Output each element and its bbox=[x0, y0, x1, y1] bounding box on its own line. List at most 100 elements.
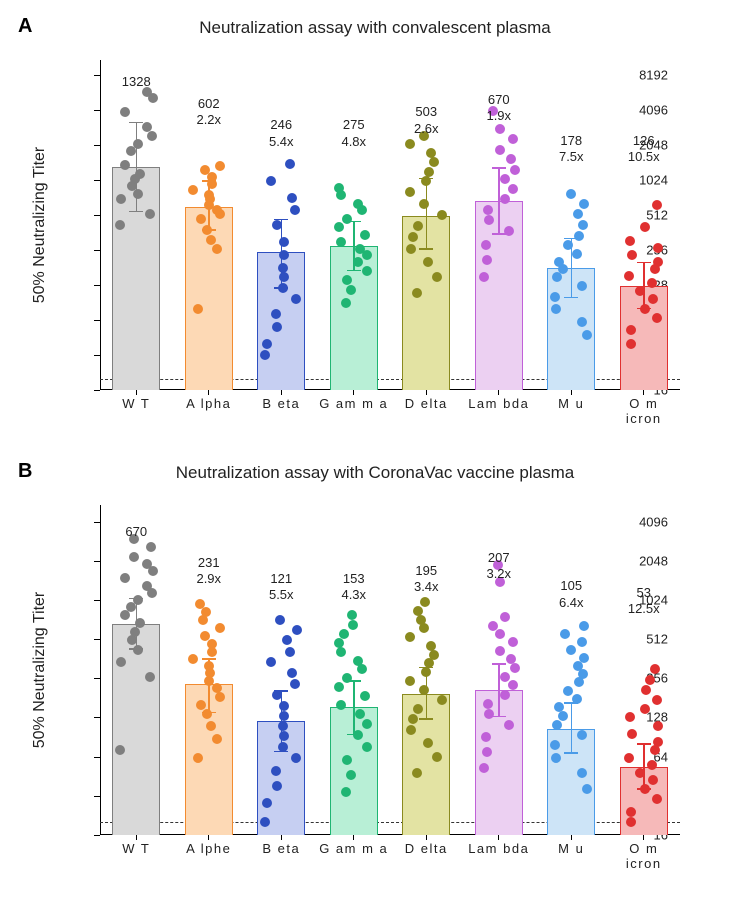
scatter-dot bbox=[413, 606, 423, 616]
scatter-dot bbox=[412, 768, 422, 778]
scatter-dot bbox=[405, 676, 415, 686]
scatter-dot bbox=[413, 704, 423, 714]
x-tick bbox=[498, 835, 499, 840]
scatter-dot bbox=[563, 240, 573, 250]
scatter-dot bbox=[566, 189, 576, 199]
y-tick bbox=[94, 180, 100, 181]
scatter-dot bbox=[292, 625, 302, 635]
scatter-dot bbox=[353, 656, 363, 666]
scatter-dot bbox=[419, 685, 429, 695]
error-cap bbox=[492, 716, 506, 718]
error-cap bbox=[129, 211, 143, 213]
scatter-dot bbox=[362, 266, 372, 276]
scatter-dot bbox=[212, 683, 222, 693]
chart-title: Neutralization assay with convalescent p… bbox=[0, 18, 750, 38]
y-tick bbox=[94, 522, 100, 523]
x-tick-label: Lam bda bbox=[468, 841, 529, 856]
value-annotation: 5032.6x bbox=[414, 104, 439, 137]
scatter-dot bbox=[500, 194, 510, 204]
y-tick bbox=[94, 320, 100, 321]
scatter-dot bbox=[640, 304, 650, 314]
scatter-dot bbox=[285, 159, 295, 169]
scatter-dot bbox=[506, 154, 516, 164]
scatter-dot bbox=[432, 752, 442, 762]
y-tick bbox=[94, 600, 100, 601]
y-tick bbox=[94, 390, 100, 391]
scatter-dot bbox=[279, 250, 289, 260]
scatter-dot bbox=[510, 663, 520, 673]
scatter-dot bbox=[550, 292, 560, 302]
scatter-dot bbox=[627, 729, 637, 739]
error-cap bbox=[637, 262, 651, 264]
x-tick bbox=[571, 835, 572, 840]
scatter-dot bbox=[334, 222, 344, 232]
scatter-dot bbox=[202, 225, 212, 235]
scatter-dot bbox=[212, 244, 222, 254]
scatter-dot bbox=[508, 134, 518, 144]
scatter-dot bbox=[579, 653, 589, 663]
scatter-dot bbox=[206, 721, 216, 731]
scatter-dot bbox=[287, 193, 297, 203]
scatter-dot bbox=[266, 657, 276, 667]
scatter-dot bbox=[336, 700, 346, 710]
scatter-dot bbox=[424, 167, 434, 177]
x-tick-label: B eta bbox=[262, 396, 300, 411]
y-axis bbox=[100, 505, 101, 835]
value-annotation: 1215.5x bbox=[269, 571, 294, 604]
x-tick-label: G am m a bbox=[319, 396, 388, 411]
scatter-dot bbox=[423, 738, 433, 748]
scatter-dot bbox=[202, 709, 212, 719]
scatter-dot bbox=[495, 145, 505, 155]
scatter-dot bbox=[135, 618, 145, 628]
scatter-dot bbox=[115, 745, 125, 755]
y-tick-label: 1024 bbox=[639, 172, 668, 187]
scatter-dot bbox=[419, 623, 429, 633]
scatter-dot bbox=[416, 615, 426, 625]
scatter-dot bbox=[500, 672, 510, 682]
x-tick bbox=[571, 390, 572, 395]
scatter-dot bbox=[207, 639, 217, 649]
scatter-dot bbox=[362, 742, 372, 752]
scatter-dot bbox=[429, 650, 439, 660]
scatter-dot bbox=[355, 244, 365, 254]
scatter-dot bbox=[116, 657, 126, 667]
y-tick bbox=[94, 75, 100, 76]
x-tick-label: W T bbox=[122, 841, 150, 856]
error-cap bbox=[419, 248, 433, 250]
scatter-dot bbox=[554, 702, 564, 712]
scatter-dot bbox=[653, 243, 663, 253]
scatter-dot bbox=[142, 581, 152, 591]
x-tick bbox=[426, 390, 427, 395]
y-tick bbox=[94, 110, 100, 111]
scatter-dot bbox=[579, 199, 589, 209]
scatter-dot bbox=[212, 734, 222, 744]
x-tick-label: Lam bda bbox=[468, 396, 529, 411]
scatter-dot bbox=[272, 220, 282, 230]
scatter-dot bbox=[142, 122, 152, 132]
x-tick bbox=[281, 835, 282, 840]
scatter-dot bbox=[262, 798, 272, 808]
scatter-dot bbox=[653, 257, 663, 267]
bar-WT bbox=[112, 624, 160, 835]
scatter-dot bbox=[278, 283, 288, 293]
scatter-dot bbox=[405, 187, 415, 197]
scatter-dot bbox=[640, 784, 650, 794]
value-annotation: 1328 bbox=[122, 74, 151, 90]
scatter-dot bbox=[479, 272, 489, 282]
panel-B: BNeutralization assay with CoronaVac vac… bbox=[0, 455, 750, 885]
scatter-dot bbox=[653, 721, 663, 731]
scatter-dot bbox=[626, 339, 636, 349]
scatter-dot bbox=[508, 184, 518, 194]
scatter-dot bbox=[563, 686, 573, 696]
scatter-dot bbox=[582, 784, 592, 794]
error-cap bbox=[492, 167, 506, 169]
scatter-dot bbox=[560, 629, 570, 639]
scatter-dot bbox=[290, 205, 300, 215]
scatter-dot bbox=[200, 631, 210, 641]
scatter-dot bbox=[495, 124, 505, 134]
x-tick bbox=[353, 390, 354, 395]
scatter-dot bbox=[652, 200, 662, 210]
y-tick bbox=[94, 561, 100, 562]
x-tick-label: D elta bbox=[405, 396, 448, 411]
x-tick bbox=[643, 835, 644, 840]
